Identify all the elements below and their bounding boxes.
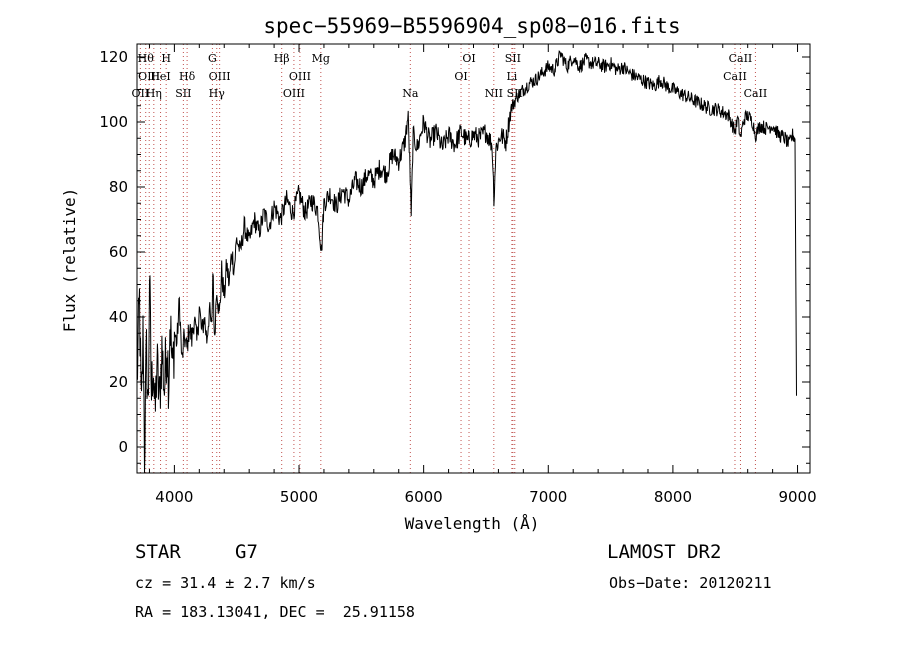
line-label: Hη — [146, 87, 162, 100]
x-tick-label: 8000 — [654, 488, 692, 506]
line-label: OIII — [209, 70, 231, 83]
x-tick-label: 9000 — [778, 488, 816, 506]
x-tick-label: 5000 — [280, 488, 318, 506]
obs-date: Obs−Date: 20120211 — [609, 574, 772, 592]
object-class: STAR — [135, 541, 181, 563]
y-tick-label: 60 — [109, 243, 128, 261]
line-label: OIII — [138, 70, 160, 83]
line-label: Mg — [312, 52, 330, 65]
line-label: CaII — [729, 52, 753, 65]
line-label: NII — [485, 87, 503, 100]
x-axis-label: Wavelength (Å) — [405, 514, 540, 533]
line-label: OIII — [283, 87, 305, 100]
y-tick-label: 20 — [109, 373, 128, 391]
line-label: HeI — [150, 70, 170, 83]
line-label: OII — [132, 87, 150, 100]
redshift-value: cz = 31.4 ± 2.7 km/s — [135, 574, 316, 592]
line-label: OI — [462, 52, 475, 65]
y-tick-label: 40 — [109, 308, 128, 326]
line-label: CaII — [744, 87, 768, 100]
line-label: Hδ — [179, 70, 196, 83]
line-label: Hβ — [274, 52, 290, 65]
spectrum-line — [136, 50, 797, 474]
y-tick-label: 0 — [118, 438, 128, 456]
survey-name: LAMOST DR2 — [607, 541, 722, 563]
line-label: H — [161, 52, 171, 65]
line-label: OIII — [289, 70, 311, 83]
line-label: OI — [454, 70, 467, 83]
line-label: CaII — [723, 70, 747, 83]
object-subclass: G7 — [235, 541, 258, 563]
line-label: SII — [505, 52, 521, 65]
line-label: Hγ — [209, 87, 226, 100]
x-tick-label: 6000 — [405, 488, 443, 506]
coordinates: RA = 183.13041, DEC = 25.91158 — [135, 603, 415, 621]
y-tick-label: 80 — [109, 178, 128, 196]
y-axis-label: Flux (relative) — [60, 188, 79, 333]
line-label: G — [208, 52, 217, 65]
chart-title: spec−55969−B5596904_sp08−016.fits — [263, 14, 680, 38]
y-tick-label: 100 — [99, 113, 128, 131]
line-label: Na — [402, 87, 419, 100]
line-label: Li — [506, 70, 517, 83]
y-tick-label: 120 — [99, 48, 128, 66]
line-label: SII — [175, 87, 191, 100]
line-label: Hθ — [138, 52, 155, 65]
x-tick-label: 7000 — [529, 488, 567, 506]
x-tick-label: 4000 — [155, 488, 193, 506]
